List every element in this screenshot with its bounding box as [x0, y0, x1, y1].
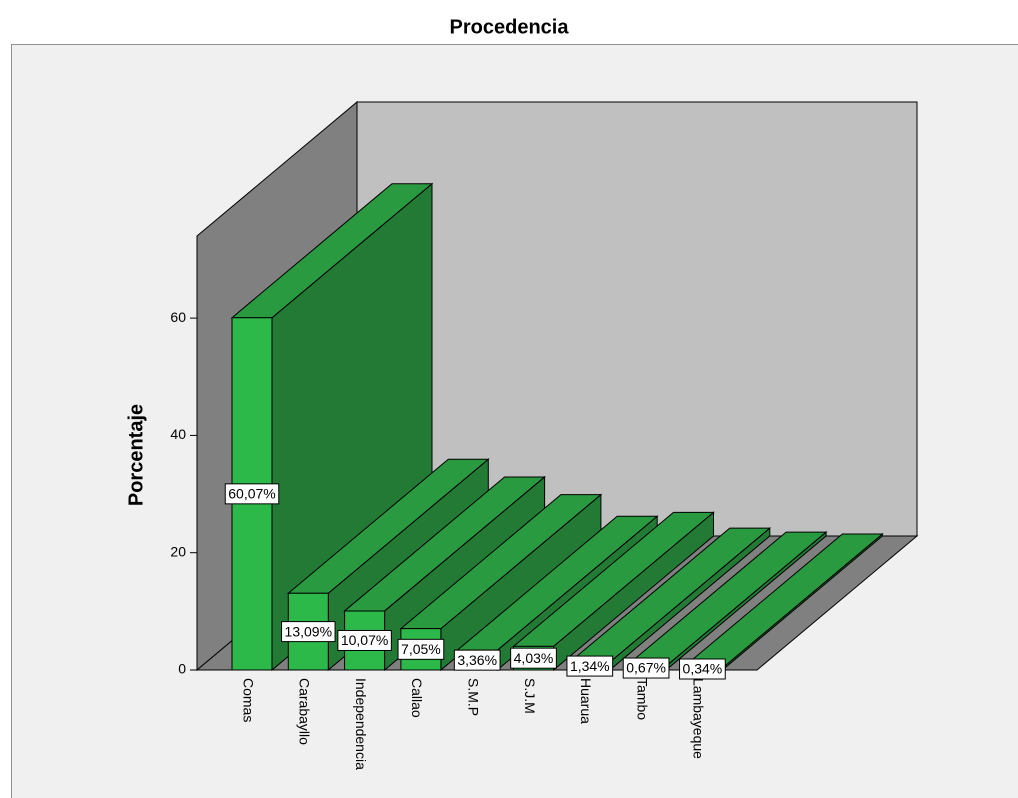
y-tick-label: 20	[170, 543, 186, 559]
value-label-box	[566, 655, 614, 677]
y-tick-label: 0	[178, 661, 186, 677]
value-label-box	[337, 629, 392, 651]
value-label: 7,05%	[401, 641, 441, 657]
value-label-box	[224, 483, 280, 505]
x-tick-label: Independencia	[353, 678, 369, 770]
value-label: 1,34%	[570, 658, 610, 674]
value-label: 0,34%	[683, 661, 723, 677]
x-tick-label: Comas	[240, 678, 256, 722]
value-label: 3,36%	[457, 652, 497, 668]
x-tick-label: Tambo	[634, 678, 650, 720]
y-tick-label: 60	[170, 309, 186, 325]
x-tick-label: Carabayllo	[297, 678, 313, 745]
value-label-box	[281, 621, 336, 643]
x-tick-label: Callao	[409, 678, 425, 718]
value-label: 13,09%	[285, 623, 332, 639]
x-tick-label: Lambayeque	[691, 678, 707, 759]
x-tick-label: Huarua	[578, 678, 594, 724]
y-tick-label: 40	[170, 426, 186, 442]
value-label: 4,03%	[514, 650, 554, 666]
value-label: 60,07%	[228, 486, 275, 502]
value-label-box	[453, 649, 501, 671]
value-label: 0,67%	[626, 660, 666, 676]
y-axis-title: Porcentaje	[125, 404, 147, 506]
x-tick-label: S.J.M	[522, 678, 538, 714]
value-label: 10,07%	[341, 632, 388, 648]
value-label-box	[397, 638, 445, 660]
chart-title: Procedencia	[450, 16, 570, 38]
value-label-box	[679, 658, 726, 680]
x-tick-label: S.M.P	[465, 678, 481, 716]
value-label-box	[622, 657, 670, 679]
value-label-box	[510, 647, 557, 669]
